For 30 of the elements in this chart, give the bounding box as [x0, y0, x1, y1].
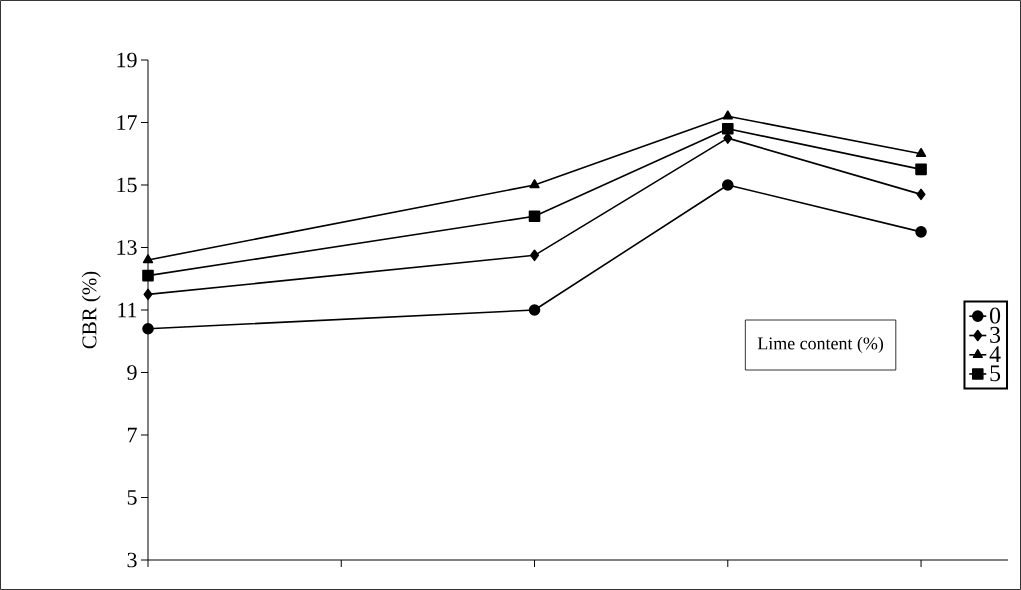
y-tick-label: 9	[127, 365, 137, 380]
point	[915, 226, 927, 238]
point	[722, 110, 733, 120]
point	[142, 254, 154, 264]
legend-label: 3	[990, 326, 1001, 343]
point	[143, 288, 153, 301]
point	[915, 147, 927, 158]
point	[721, 179, 734, 191]
point	[528, 304, 541, 316]
y-tick-label: 13	[117, 240, 137, 255]
y-tick-label: 15	[117, 177, 137, 193]
point	[916, 188, 926, 201]
legend-label: 5	[990, 365, 1001, 382]
point	[915, 163, 927, 176]
y-tick-label: 5	[127, 490, 137, 505]
legend-label: 4	[989, 346, 1001, 362]
point	[142, 269, 154, 282]
y-tick-label: 7	[127, 427, 137, 443]
point	[528, 210, 541, 223]
y-tick-label: 11	[118, 302, 137, 318]
y-tick-label: 17	[117, 115, 137, 130]
point	[142, 322, 154, 335]
y-axis-title: CBR (%)	[81, 271, 101, 349]
y-tick-label: 19	[117, 52, 137, 68]
legend-label: 0	[989, 307, 1001, 324]
legend-title: Lime content (%)	[757, 336, 884, 354]
y-tick-label: 3	[127, 552, 137, 568]
point	[529, 249, 540, 262]
point	[529, 179, 540, 189]
point	[721, 122, 734, 135]
